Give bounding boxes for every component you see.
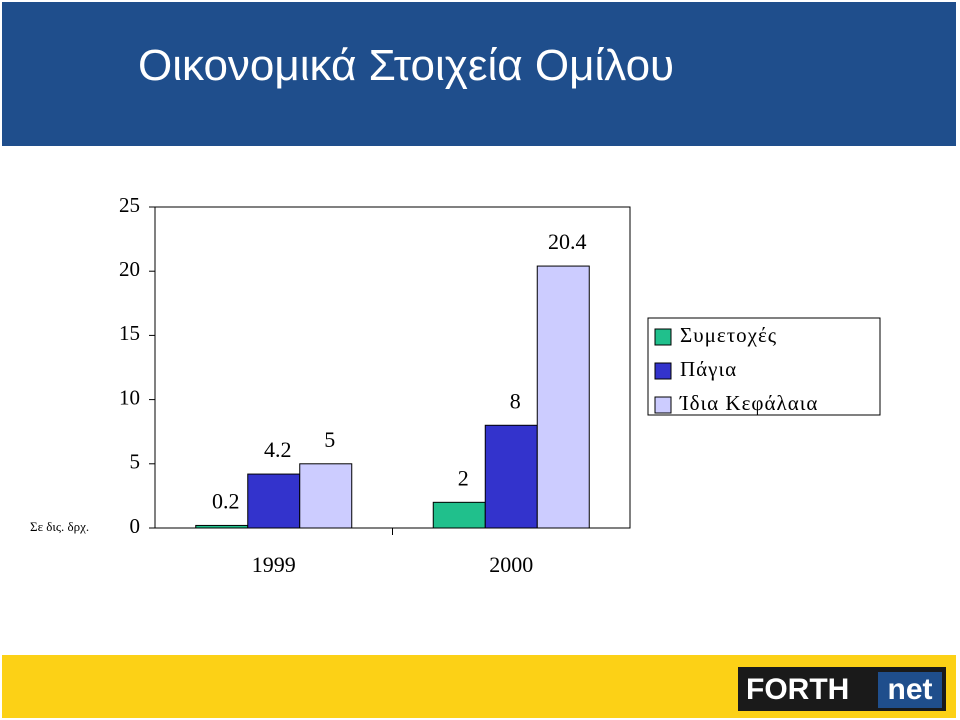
legend-swatch (654, 328, 672, 346)
x-tick-label: 2000 (489, 552, 533, 577)
header-band (2, 2, 956, 146)
logo-net-box (878, 672, 942, 708)
data-label: 0.2 (212, 488, 240, 513)
legend-label: Συμετοχές (680, 323, 777, 347)
legend-label: Πάγια (680, 357, 737, 381)
bar (195, 524, 249, 529)
legend-swatch (654, 396, 672, 414)
y-tick-label: 0 (130, 514, 141, 538)
chart-title: Οικονομικά Στοιχεία Ομίλου (138, 41, 674, 90)
logo-text: net (888, 673, 933, 706)
logo-text: FORTH (746, 673, 849, 706)
y-tick-label: 25 (119, 193, 140, 217)
data-label: 2 (458, 465, 469, 490)
legend-label: Ίδια Κεφάλαια (679, 391, 818, 415)
data-label: 8 (510, 388, 521, 413)
bar (536, 265, 590, 529)
data-label: 5 (324, 427, 335, 452)
y-tick-label: 20 (119, 257, 140, 281)
bar (299, 463, 353, 529)
y-tick-label: 5 (130, 450, 141, 474)
legend-box (647, 317, 881, 416)
y-tick-label: 10 (119, 385, 140, 409)
bar (484, 424, 538, 529)
legend-swatch (654, 362, 672, 380)
unit-label: Σε δις. δρχ. (30, 519, 89, 534)
data-label: 20.4 (548, 229, 587, 254)
x-tick-label: 1999 (252, 552, 296, 577)
y-tick-label: 15 (119, 321, 140, 345)
bar (247, 473, 301, 529)
data-label: 4.2 (264, 437, 292, 462)
bar (432, 501, 486, 529)
